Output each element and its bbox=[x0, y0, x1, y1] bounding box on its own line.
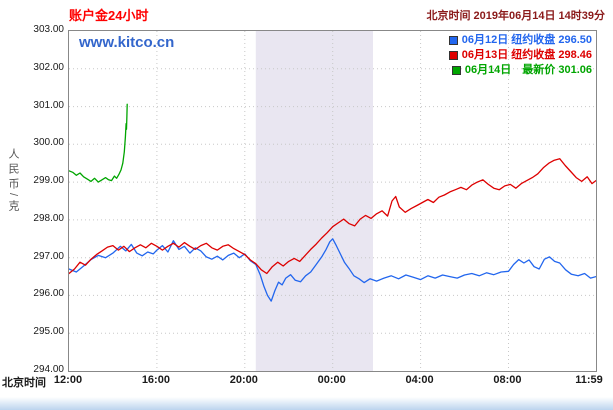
y-axis-title: 人民币/克 bbox=[7, 148, 19, 216]
price-line-jun13 bbox=[69, 158, 596, 275]
x-axis-title: 北京时间 bbox=[2, 377, 46, 389]
legend-swatch-icon bbox=[448, 50, 458, 60]
x-tick-label: 11:59 bbox=[575, 374, 603, 386]
y-tick-label: 295.00 bbox=[33, 326, 64, 338]
legend-label: 06月13日 纽约收盘 298.46 bbox=[461, 49, 592, 61]
y-tick-label: 296.00 bbox=[33, 288, 64, 300]
y-tick-label: 301.00 bbox=[33, 99, 64, 111]
y-tick-label: 300.00 bbox=[33, 137, 64, 149]
y-tick-label: 299.00 bbox=[33, 175, 64, 187]
session-band bbox=[255, 31, 373, 371]
legend-swatch-icon bbox=[451, 65, 461, 75]
plot-area: www.kitco.cn 06月12日 纽约收盘 296.50 06月13日 纽约… bbox=[68, 30, 597, 372]
x-tick-label: 00:00 bbox=[317, 374, 346, 386]
x-tick-label: 04:00 bbox=[405, 374, 434, 386]
price-line-jun14 bbox=[69, 103, 128, 183]
chart-title: 账户金24小时 bbox=[69, 8, 149, 23]
legend-item-jun14: 06月14日 最新价 301.06 bbox=[451, 63, 592, 77]
chart-canvas bbox=[69, 31, 596, 371]
y-tick-label: 303.00 bbox=[33, 24, 64, 35]
beijing-datetime: 北京时间 2019年06月14日 14时39分 bbox=[426, 10, 605, 22]
y-tick-label: 298.00 bbox=[33, 212, 64, 224]
legend-label: 06月14日 最新价 301.06 bbox=[464, 64, 592, 76]
y-tick-label: 297.00 bbox=[33, 250, 64, 262]
kitco-watermark: www.kitco.cn bbox=[79, 34, 175, 51]
x-tick-label: 08:00 bbox=[493, 374, 522, 386]
legend-swatch-icon bbox=[448, 35, 458, 45]
legend-label: 06月12日 纽约收盘 296.50 bbox=[461, 34, 592, 46]
legend-item-jun13: 06月13日 纽约收盘 298.46 bbox=[448, 48, 592, 62]
y-tick-label: 302.00 bbox=[33, 61, 64, 73]
x-tick-label: 20:00 bbox=[229, 374, 258, 386]
x-tick-label: 12:00 bbox=[53, 374, 83, 386]
bottom-gradient-strip bbox=[0, 397, 613, 410]
y-tick-label: 294.00 bbox=[33, 364, 64, 375]
legend: 06月12日 纽约收盘 296.50 06月13日 纽约收盘 298.46 06月1… bbox=[448, 33, 592, 77]
x-tick-label: 16:00 bbox=[141, 374, 170, 386]
legend-item-jun12: 06月12日 纽约收盘 296.50 bbox=[448, 33, 592, 47]
